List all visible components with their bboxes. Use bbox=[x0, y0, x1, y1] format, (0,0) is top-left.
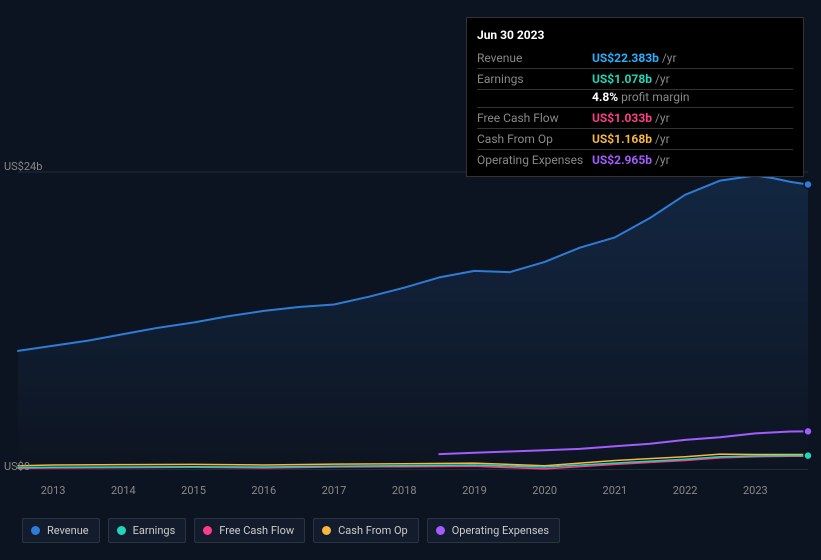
x-axis-tick: 2016 bbox=[251, 484, 276, 497]
legend-dot-icon bbox=[117, 526, 126, 535]
tooltip-row-value: US$1.033b/yr bbox=[592, 108, 793, 129]
tooltip-row-value: US$1.168b/yr bbox=[592, 129, 793, 150]
y-axis-label-max: US$24b bbox=[4, 160, 42, 173]
legend-dot-icon bbox=[322, 526, 331, 535]
x-axis-tick: 2021 bbox=[603, 484, 628, 497]
tooltip-table: RevenueUS$22.383b/yrEarningsUS$1.078b/yr… bbox=[477, 48, 793, 170]
series-endpoint-revenue bbox=[804, 181, 812, 189]
x-axis-tick: 2014 bbox=[111, 484, 136, 497]
legend-item-earnings[interactable]: Earnings bbox=[108, 518, 187, 543]
tooltip-row-label bbox=[477, 90, 592, 108]
tooltip-row-label: Operating Expenses bbox=[477, 150, 592, 171]
legend-dot-icon bbox=[31, 526, 40, 535]
chart-legend: Revenue Earnings Free Cash Flow Cash From O… bbox=[22, 518, 560, 543]
tooltip-row-value: US$1.078b/yr bbox=[592, 69, 793, 90]
legend-item-fcf[interactable]: Free Cash Flow bbox=[194, 518, 305, 543]
legend-dot-icon bbox=[203, 526, 212, 535]
series-endpoint-earnings bbox=[804, 452, 812, 460]
tooltip-date: Jun 30 2023 bbox=[477, 28, 793, 42]
y-axis-label-zero: US$0 bbox=[4, 460, 30, 473]
legend-label: Free Cash Flow bbox=[219, 524, 294, 537]
legend-label: Cash From Op bbox=[338, 524, 408, 537]
legend-item-revenue[interactable]: Revenue bbox=[22, 518, 100, 543]
tooltip-row-label: Cash From Op bbox=[477, 129, 592, 150]
tooltip-row-value: US$22.383b/yr bbox=[592, 48, 793, 69]
x-axis-tick: 2018 bbox=[392, 484, 417, 497]
legend-item-cashop[interactable]: Cash From Op bbox=[313, 518, 419, 543]
revenue-area bbox=[18, 176, 808, 470]
tooltip-row-label: Free Cash Flow bbox=[477, 108, 592, 129]
legend-dot-icon bbox=[436, 526, 445, 535]
x-axis-tick: 2019 bbox=[462, 484, 487, 497]
x-axis-tick: 2013 bbox=[41, 484, 66, 497]
chart-tooltip: Jun 30 2023 RevenueUS$22.383b/yrEarnings… bbox=[466, 17, 804, 177]
x-axis-tick: 2022 bbox=[673, 484, 698, 497]
legend-label: Earnings bbox=[133, 524, 176, 537]
tooltip-row-label: Earnings bbox=[477, 69, 592, 90]
legend-item-opex[interactable]: Operating Expenses bbox=[427, 518, 560, 543]
x-axis-tick: 2015 bbox=[181, 484, 206, 497]
x-axis-labels: 2013 2014 2015 2016 2017 2018 2019 2020 2021 2022… bbox=[18, 484, 808, 498]
tooltip-row-value: US$2.965b/yr bbox=[592, 150, 793, 171]
series-endpoint-opex bbox=[804, 427, 812, 435]
legend-label: Revenue bbox=[47, 524, 89, 537]
tooltip-row-label: Revenue bbox=[477, 48, 592, 69]
x-axis-tick: 2023 bbox=[743, 484, 768, 497]
x-axis-tick: 2017 bbox=[322, 484, 347, 497]
tooltip-row-value: 4.8%profit margin bbox=[592, 90, 793, 108]
x-axis-tick: 2020 bbox=[532, 484, 557, 497]
legend-label: Operating Expenses bbox=[452, 524, 549, 537]
